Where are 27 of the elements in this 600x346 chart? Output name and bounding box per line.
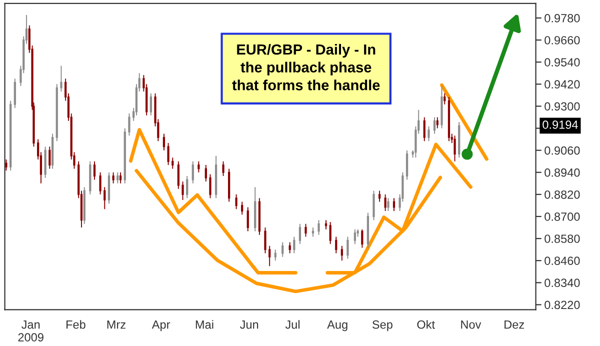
y-tick-label: 0.9300	[544, 102, 580, 111]
x-tick-label: Apr	[152, 320, 170, 332]
y-tick-label: 0.9060	[544, 146, 580, 155]
x-tick-label: Jun	[240, 320, 258, 329]
y-tick-label: 0.9420	[544, 80, 580, 89]
y-tick-label: 0.9540	[544, 58, 580, 66]
y-tick-label: 0.8340	[544, 278, 580, 288]
x-tick-label: Jul	[285, 320, 300, 329]
x-tick-label: Jan 2009	[18, 320, 44, 342]
y-tick-label: 0.8220	[544, 300, 580, 310]
x-tick-label: Mai	[196, 320, 214, 329]
y-tick-label: 0.8580	[544, 234, 580, 243]
text: 0.9194	[542, 120, 578, 129]
x-tick-label: Mrz	[107, 320, 126, 329]
annotation: EUR/GBP - Daily - In the pullback phase that forms the handle	[232, 44, 380, 90]
y-tick-label: 0.8820	[544, 190, 580, 199]
x-tick-label: Feb	[66, 320, 86, 329]
x-tick-label: Okt	[417, 320, 435, 329]
y-tick-label: 0.9660	[544, 36, 580, 44]
y-tick-label: 0.8460	[544, 256, 580, 265]
x-tick-label: Aug	[327, 320, 348, 332]
x-tick-label: Sep	[372, 320, 392, 332]
y-tick-label: 0.9780	[544, 14, 580, 22]
x-tick-label: Nov	[461, 320, 482, 329]
x-tick-label: Dez	[504, 320, 524, 329]
y-tick-label: 0.8940	[544, 168, 580, 177]
y-tick-label: 0.8700	[544, 212, 580, 221]
